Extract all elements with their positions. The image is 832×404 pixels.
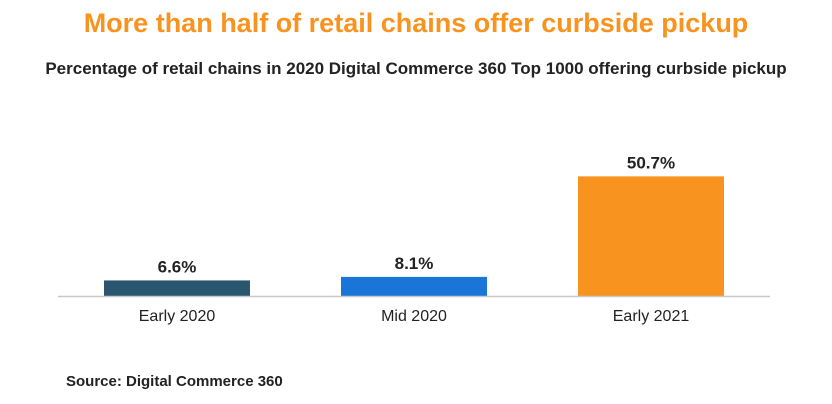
data-label: 50.7%	[627, 153, 675, 172]
data-label: 8.1%	[395, 254, 434, 273]
bar-mid-2020	[341, 276, 487, 296]
bar-early-2020	[104, 280, 250, 296]
chart-title: More than half of retail chains offer cu…	[83, 8, 749, 38]
x-tick-label: Early 2020	[139, 308, 216, 325]
chart-subtitle: Percentage of retail chains in 2020 Digi…	[45, 59, 787, 78]
x-tick-label: Early 2021	[613, 308, 690, 325]
data-label: 6.6%	[158, 257, 197, 276]
bar-early-2021	[578, 176, 724, 296]
source-note: Source: Digital Commerce 360	[66, 373, 283, 390]
x-tick-label: Mid 2020	[381, 308, 447, 325]
